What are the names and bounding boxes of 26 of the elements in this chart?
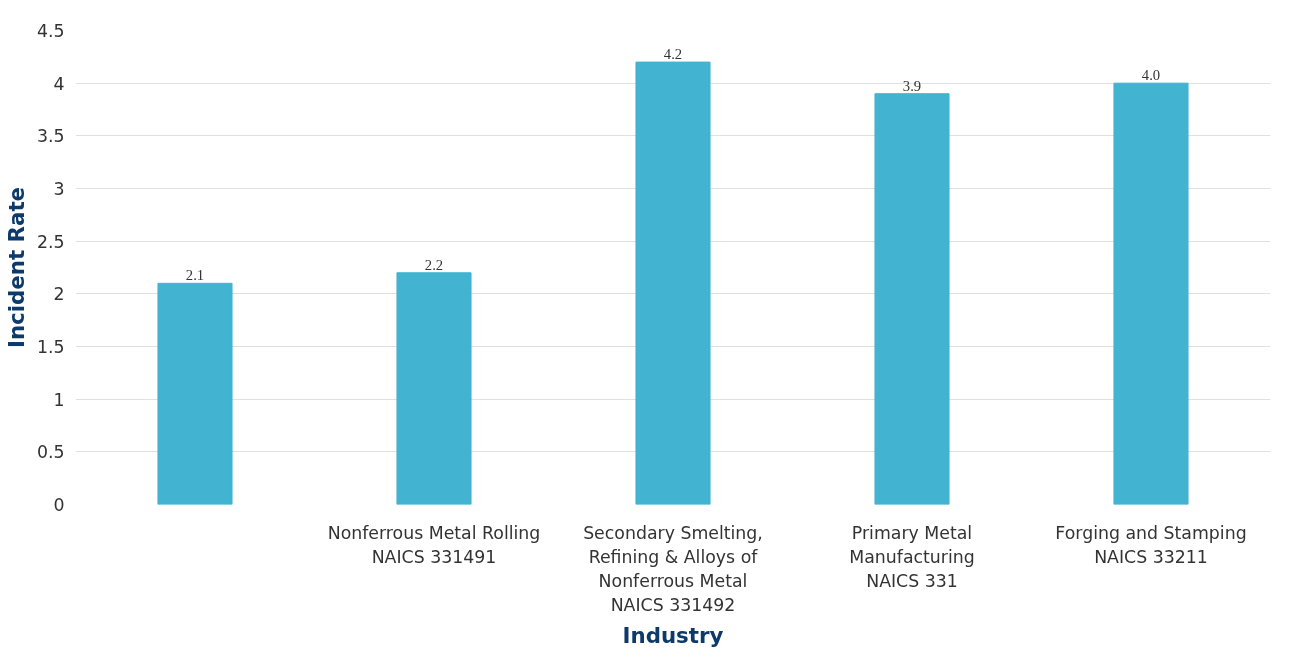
bar bbox=[635, 61, 711, 505]
y-tick-label: 0 bbox=[53, 495, 65, 515]
bar bbox=[396, 272, 472, 505]
bar bbox=[874, 93, 950, 505]
data-label: 4.0 bbox=[1141, 67, 1161, 84]
y-tick-label: 1 bbox=[53, 389, 65, 410]
data-label: 2.2 bbox=[424, 256, 444, 273]
data-label: 4.2 bbox=[663, 46, 683, 63]
x-axis-title: Industry bbox=[622, 622, 724, 648]
y-tick-label: 1.5 bbox=[36, 337, 65, 357]
y-tick-label: 2 bbox=[53, 284, 65, 305]
bar bbox=[1113, 82, 1189, 505]
y-tick-label: 2.5 bbox=[36, 231, 65, 252]
y-tick-label: 4 bbox=[53, 73, 65, 94]
y-tick-label: 3 bbox=[53, 179, 65, 199]
y-tick-label: 0.5 bbox=[36, 442, 65, 463]
data-label: 2.1 bbox=[185, 267, 205, 284]
x-tick-label: Nonferrous Metal Rolling NAICS 331491 bbox=[327, 522, 541, 567]
data-label: 3.9 bbox=[902, 77, 922, 94]
y-tick-label: 4.5 bbox=[36, 21, 65, 41]
x-tick-label: Forging and Stamping NAICS 33211 bbox=[1055, 522, 1247, 567]
x-tick-label: Primary Metal Manufacturing NAICS 331 bbox=[849, 522, 975, 591]
bar bbox=[157, 282, 233, 505]
y-tick-label: 3.5 bbox=[36, 126, 65, 147]
x-tick-label: Secondary Smelting, Refining & Alloys of Nonferrous Metal NAICS 331492 bbox=[583, 522, 763, 615]
y-axis-title: Incident Rate bbox=[3, 186, 29, 349]
